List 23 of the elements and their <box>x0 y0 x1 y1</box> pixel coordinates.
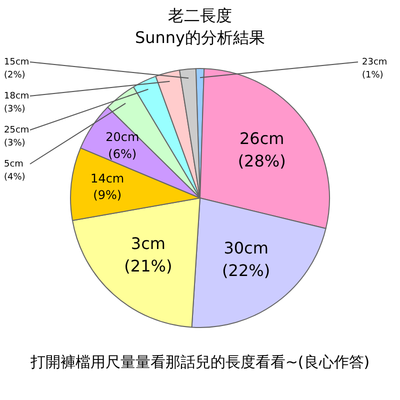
slice-label: 5cm <box>4 159 24 170</box>
text: 打開褲檔用尺量量看那話兒的長度看看~(良心作答) <box>29 352 371 372</box>
slice-label: 15cm <box>4 57 30 68</box>
data-label: (9%) <box>93 188 122 202</box>
data-label: (22%) <box>222 260 270 280</box>
data-label: (3%) <box>4 138 26 148</box>
slice-label: 23cm <box>362 57 388 68</box>
data-label: (6%) <box>108 146 137 161</box>
data-label: (3%) <box>4 104 26 114</box>
chart-subtitle: Sunny的分析結果 <box>134 28 266 49</box>
slice-label: 30cm <box>224 238 268 258</box>
chart-title: 老二長度 <box>167 6 233 27</box>
data-label: (21%) <box>124 256 172 276</box>
slice-label: 18cm <box>4 91 30 102</box>
data-label: (1%) <box>362 70 384 80</box>
slice-label: 26cm <box>239 128 284 148</box>
slice-label: 25cm <box>4 125 30 136</box>
data-label: (4%) <box>4 172 26 182</box>
data-label: (2%) <box>4 70 26 80</box>
slice-label: 3cm <box>130 234 166 253</box>
slice-label: 14cm <box>90 171 124 186</box>
slice-label: 20cm <box>106 130 140 144</box>
data-label: (28%) <box>238 151 286 170</box>
